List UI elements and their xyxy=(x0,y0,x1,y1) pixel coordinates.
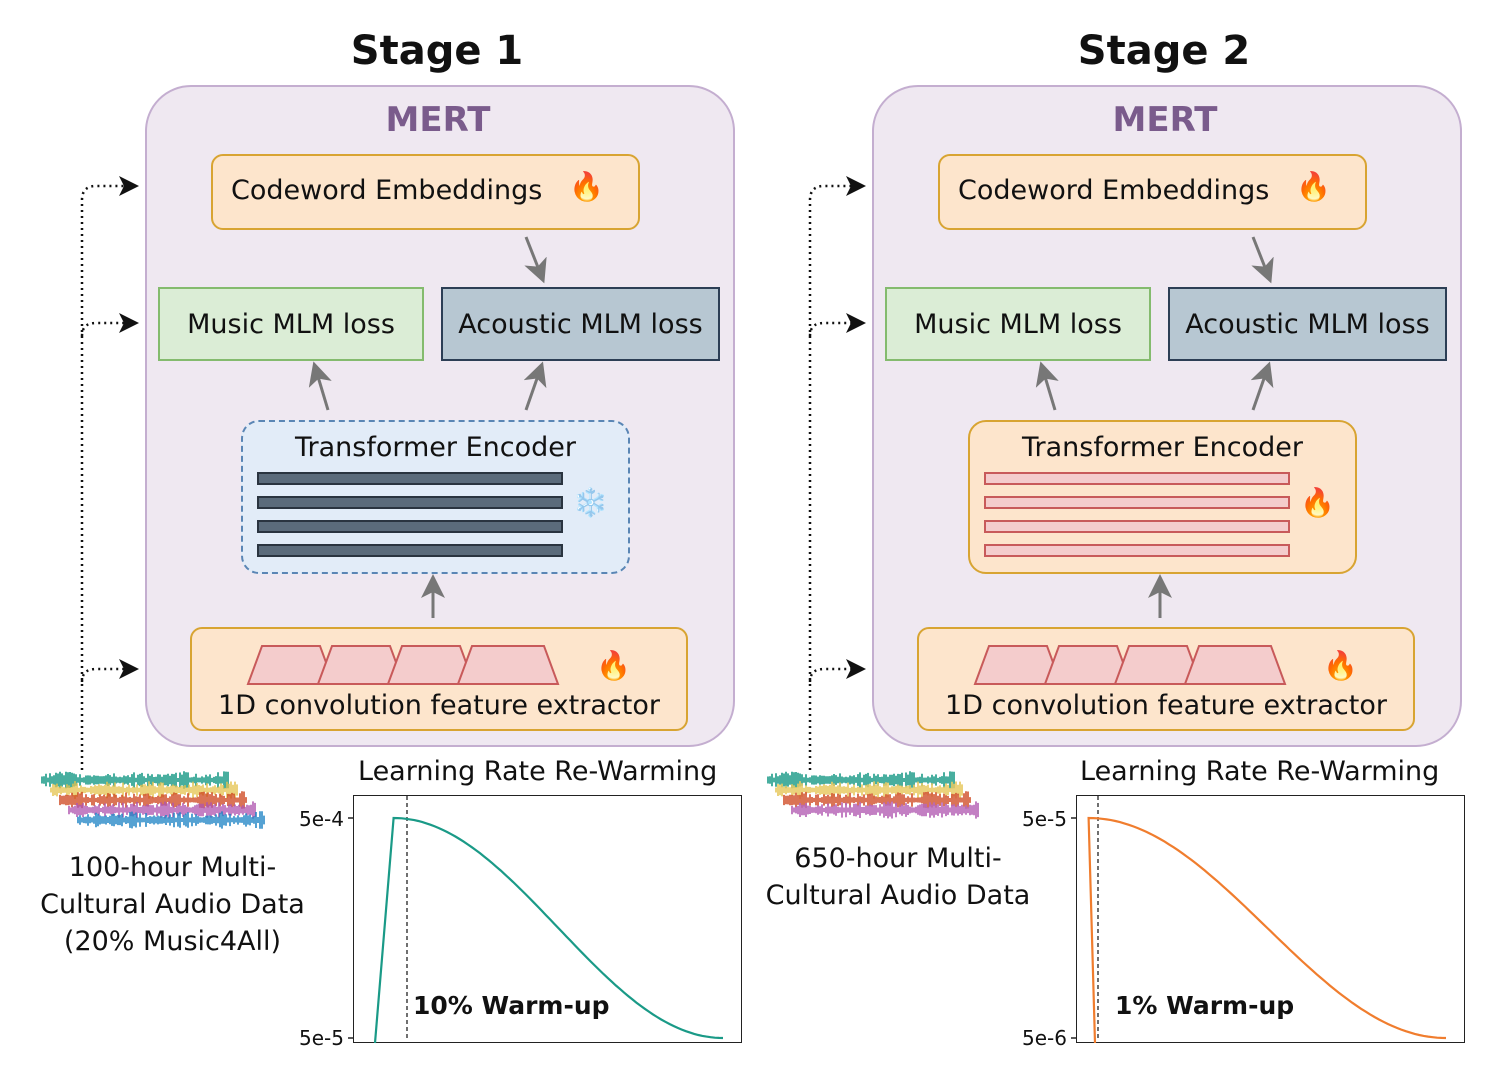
y-tick-label: 5e-4 xyxy=(299,807,344,831)
codeword-embeddings-label: Codeword Embeddings xyxy=(958,175,1270,206)
y-tick-label: 5e-5 xyxy=(1022,807,1067,831)
stage-1-music-mlm-loss: Music MLM loss xyxy=(158,287,424,361)
stage-1-lr-plot xyxy=(348,796,724,1044)
stage-1-title: Stage 1 xyxy=(350,28,524,74)
encoder-layer xyxy=(984,544,1290,557)
flow-arrow xyxy=(524,236,547,284)
waveform xyxy=(791,801,979,819)
waveform xyxy=(68,801,256,819)
stage-2-acoustic-mlm-loss: Acoustic MLM loss xyxy=(1168,287,1447,361)
music-mlm-loss-label: Music MLM loss xyxy=(914,309,1122,340)
flow-arrow xyxy=(1251,236,1274,284)
flow-arrow xyxy=(523,361,547,411)
dotted-input-branch xyxy=(80,659,139,683)
stage-1-conv-kernels xyxy=(246,645,560,685)
music-mlm-loss-label: Music MLM loss xyxy=(187,309,395,340)
conv-feature-extractor-label: 1D convolution feature extractor xyxy=(945,690,1387,721)
flow-arrow xyxy=(1250,361,1274,411)
waveform xyxy=(767,771,955,789)
stage-2-music-mlm-loss: Music MLM loss xyxy=(885,287,1151,361)
conv-kernel xyxy=(973,645,1063,685)
acoustic-mlm-loss-label: Acoustic MLM loss xyxy=(458,309,703,340)
y-tick-label: 5e-5 xyxy=(299,1026,344,1050)
stage-2-lr-curve xyxy=(1087,816,1447,1044)
fire-icon: 🔥 xyxy=(596,649,631,682)
flow-arrow xyxy=(308,361,332,411)
conv-kernel xyxy=(456,645,560,685)
dotted-input-line xyxy=(80,176,139,770)
waveform xyxy=(50,781,238,799)
fire-icon: 🔥 xyxy=(1296,170,1331,203)
stage-2-flow-arrows xyxy=(1035,236,1274,618)
dotted-input-branch xyxy=(80,313,139,337)
encoder-layer xyxy=(257,472,563,485)
stage-1-lr-title: Learning Rate Re-Warming xyxy=(358,756,718,787)
conv-kernel xyxy=(246,645,336,685)
stage-2-lr-plot-frame xyxy=(1076,795,1465,1043)
stage-1-flow-arrows xyxy=(308,236,547,618)
caption-line: 650-hour Multi- xyxy=(794,843,1002,874)
stage-2-codeword-embeddings: Codeword Embeddings 🔥 xyxy=(938,154,1367,230)
flow-arrow xyxy=(1035,361,1059,411)
caption-line: 100-hour Multi- xyxy=(68,852,277,883)
encoder-layer xyxy=(257,496,563,509)
stage-1-input-arrows xyxy=(80,176,139,770)
stage-1-audio-waveforms xyxy=(41,771,265,829)
stage-1-acoustic-mlm-loss: Acoustic MLM loss xyxy=(441,287,720,361)
dotted-input-branch xyxy=(808,313,866,337)
stage-1-lr-plot-frame xyxy=(353,795,742,1043)
stage-1-lr-curve xyxy=(373,816,724,1044)
stage-1-transformer-encoder: Transformer Encoder ❄️ xyxy=(241,420,630,574)
stage-2-warmup-label: 1% Warm-up xyxy=(1115,991,1295,1020)
transformer-encoder-label: Transformer Encoder xyxy=(1022,432,1303,463)
y-tick-label: 5e-6 xyxy=(1022,1026,1067,1050)
stage-1-warmup-label: 10% Warm-up xyxy=(413,991,610,1020)
encoder-layer xyxy=(257,544,563,557)
stage-2-audio-waveforms xyxy=(767,771,979,819)
dotted-input-line xyxy=(808,176,866,770)
transformer-encoder-label: Transformer Encoder xyxy=(295,432,576,463)
codeword-embeddings-label: Codeword Embeddings xyxy=(231,175,543,206)
fire-icon: 🔥 xyxy=(1300,486,1335,519)
snowflake-icon: ❄️ xyxy=(573,486,608,519)
stage-2-data-caption: 650-hour Multi- Cultural Audio Data xyxy=(748,840,1048,914)
waveform xyxy=(59,791,247,809)
conv-kernel xyxy=(386,645,476,685)
caption-line: Cultural Audio Data xyxy=(765,880,1031,911)
waveform xyxy=(77,811,265,829)
conv-kernel xyxy=(316,645,406,685)
fire-icon: 🔥 xyxy=(1323,649,1358,682)
encoder-layer xyxy=(984,520,1290,533)
conv-kernel xyxy=(1113,645,1203,685)
stage-2-input-arrows xyxy=(808,176,866,770)
stage-2-title: Stage 2 xyxy=(1077,28,1251,74)
stage-2-conv-kernels xyxy=(973,645,1287,685)
caption-line: (20% Music4All) xyxy=(63,926,282,957)
waveform xyxy=(41,771,229,789)
encoder-layer xyxy=(257,520,563,533)
acoustic-mlm-loss-label: Acoustic MLM loss xyxy=(1185,309,1430,340)
conv-kernel xyxy=(1183,645,1287,685)
stage-1-codeword-embeddings: Codeword Embeddings 🔥 xyxy=(211,154,640,230)
stage-2-mert-label: MERT xyxy=(1112,100,1218,140)
dotted-input-branch xyxy=(808,659,866,683)
stage-2-transformer-encoder: Transformer Encoder 🔥 xyxy=(968,420,1357,574)
stage-2-lr-title: Learning Rate Re-Warming xyxy=(1080,756,1440,787)
encoder-layer xyxy=(984,496,1290,509)
waveform xyxy=(783,791,971,809)
stage-1-data-caption: 100-hour Multi- Cultural Audio Data (20%… xyxy=(20,849,325,960)
waveform xyxy=(775,781,963,799)
stage-2-lr-plot xyxy=(1071,796,1447,1044)
conv-feature-extractor-label: 1D convolution feature extractor xyxy=(218,690,660,721)
stage-1-mert-label: MERT xyxy=(385,100,491,140)
encoder-layer xyxy=(984,472,1290,485)
conv-kernel xyxy=(1043,645,1133,685)
fire-icon: 🔥 xyxy=(569,170,604,203)
caption-line: Cultural Audio Data xyxy=(40,889,305,920)
